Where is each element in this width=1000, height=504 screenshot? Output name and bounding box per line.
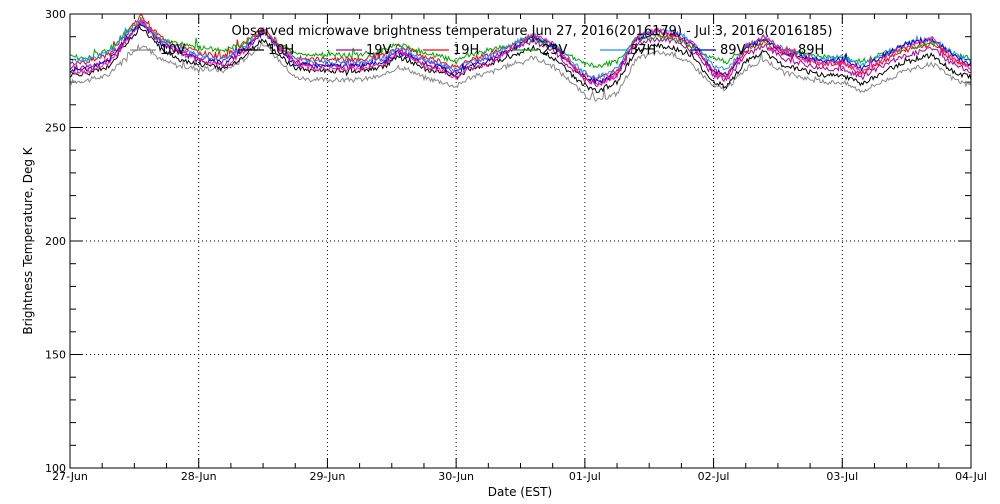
legend-label: 19H [453,43,479,58]
y-axis-label: Brightness Temperature, Deg K [21,146,35,334]
y-tick-label: 200 [45,235,66,248]
plot-background [70,14,971,468]
legend-label: 10V [160,43,186,58]
x-axis-label: Date (EST) [488,485,552,499]
legend-label: 89V [720,43,746,58]
y-tick-label: 150 [45,349,66,362]
legend-label: 19V [366,43,392,58]
y-tick-label: 250 [45,122,66,135]
plot-frame [69,13,972,469]
x-tick-label: 30-Jun [438,470,474,483]
x-tick-label: 28-Jun [181,470,217,483]
data-series [69,14,972,102]
tick-labels: 27-Jun 28-Jun 29-Jun 30-Jun 01-Jul 02-Jul 03-J… [45,8,987,483]
series-line-89v [69,22,972,86]
series-line-10h [69,25,972,93]
y-tick-label: 300 [45,8,66,21]
x-tick-label: 02-Jul [698,470,730,483]
x-tick-label: 04-Jul [955,470,987,483]
x-tick-label: 03-Jul [826,470,858,483]
y-tick-label: 100 [45,462,66,475]
chart-title: Observed microwave brightness temperatur… [232,24,833,39]
x-tick-label: 29-Jun [310,470,346,483]
legend-label: 37H [630,43,656,58]
legend-label: 10H [268,43,294,58]
legend: 10V 10H 19V 19H 23V 37H 89V 89H [130,43,824,58]
legend-label: 23V [542,43,568,58]
legend-label: 89H [798,43,824,58]
series-line-89h [69,17,972,86]
series-line-23v [69,17,972,69]
x-tick-label: 27-Jun [52,470,88,483]
x-tick-label: 01-Jul [569,470,601,483]
